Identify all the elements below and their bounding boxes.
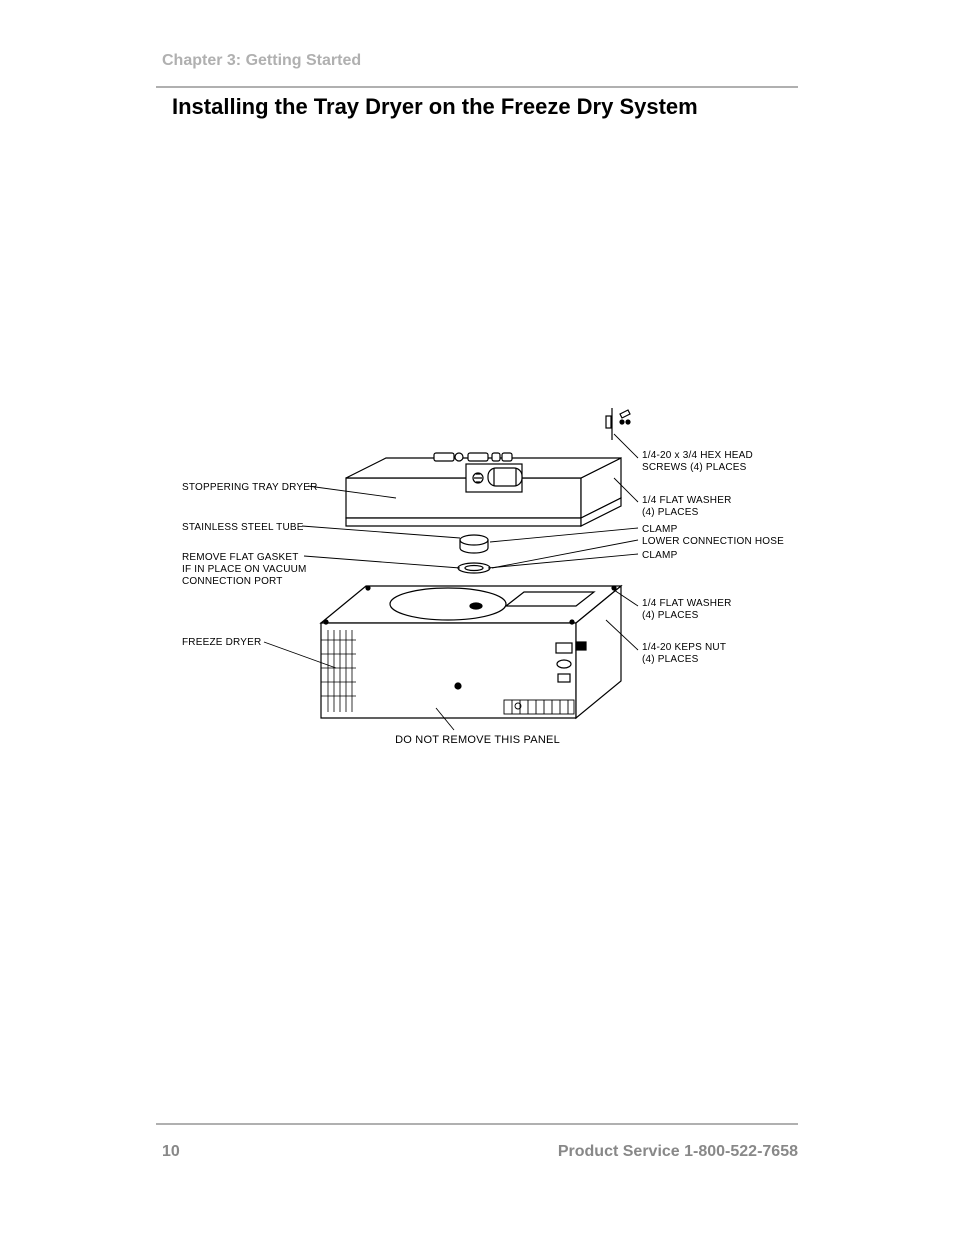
label-stoppering-tray-dryer: STOPPERING TRAY DRYER [182, 482, 318, 495]
label-keps-nut-l1: 1/4-20 KEPS NUT [642, 642, 726, 655]
label-stainless-steel-tube: STAINLESS STEEL TUBE [182, 522, 304, 535]
page-title: Installing the Tray Dryer on the Freeze … [172, 94, 698, 120]
bolt-assembly-icon [606, 408, 630, 440]
header-rule [156, 86, 798, 88]
freeze-dryer-body [321, 586, 621, 718]
product-service-phone: Product Service 1-800-522-7658 [558, 1143, 798, 1161]
footer-rule [156, 1123, 798, 1125]
stainless-tube [460, 535, 488, 553]
label-hex-head-l1: 1/4-20 x 3/4 HEX HEAD [642, 450, 753, 463]
assembly-diagram: STOPPERING TRAY DRYER STAINLESS STEEL TU… [176, 408, 779, 754]
label-flat-washer-top-l1: 1/4 FLAT WASHER [642, 495, 732, 508]
label-flat-washer-top-l2: (4) PLACES [642, 507, 698, 520]
label-lower-hose: LOWER CONNECTION HOSE [642, 536, 784, 549]
label-clamp-upper: CLAMP [642, 524, 677, 537]
label-freeze-dryer: FREEZE DRYER [182, 637, 261, 650]
diagram-caption: DO NOT REMOVE THIS PANEL [176, 734, 779, 748]
label-flat-washer-bot-l2: (4) PLACES [642, 610, 698, 623]
label-remove-gasket-l1: REMOVE FLAT GASKET [182, 552, 299, 565]
label-remove-gasket-l3: CONNECTION PORT [182, 576, 283, 589]
label-hex-head-l2: SCREWS (4) PLACES [642, 462, 747, 475]
label-remove-gasket-l2: IF IN PLACE ON VACUUM [182, 564, 307, 577]
label-clamp-lower: CLAMP [642, 550, 677, 563]
label-flat-washer-bot-l1: 1/4 FLAT WASHER [642, 598, 732, 611]
tray-dryer-body [346, 453, 621, 526]
chapter-heading: Chapter 3: Getting Started [162, 52, 361, 70]
connection-hose [458, 563, 490, 573]
label-keps-nut-l2: (4) PLACES [642, 654, 698, 667]
page-number: 10 [162, 1143, 180, 1161]
manual-page: Chapter 3: Getting Started Installing th… [0, 0, 954, 1235]
